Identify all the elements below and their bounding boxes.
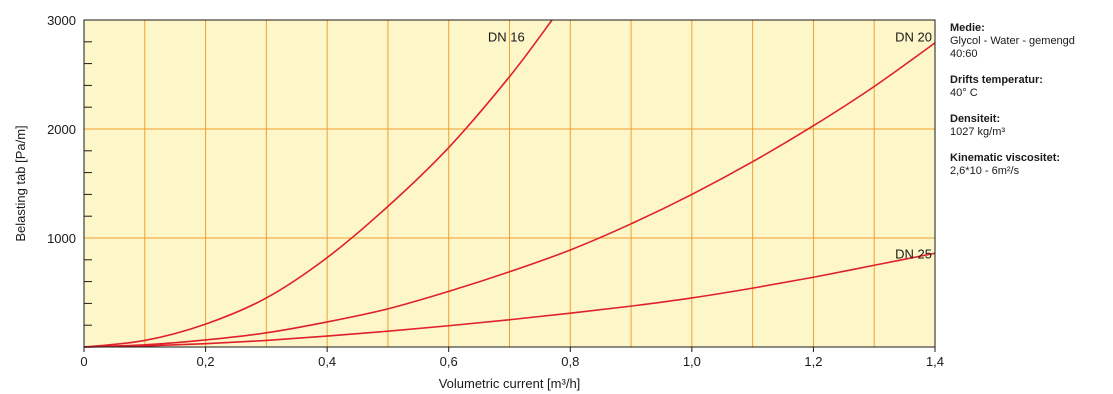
y-tick-label: 2000 xyxy=(47,122,76,137)
gridlines xyxy=(84,20,935,347)
series-label: DN 16 xyxy=(488,29,525,44)
series-curves xyxy=(83,19,936,348)
plot-frame xyxy=(83,19,936,348)
x-tick-label: 0 xyxy=(80,354,87,369)
y-axis-title: Belasting tab [Pa/m] xyxy=(13,125,28,241)
series-label: DN 25 xyxy=(895,246,932,261)
info-label: Medie: xyxy=(950,22,985,34)
series-label: DN 20 xyxy=(895,29,932,44)
series-line xyxy=(83,19,553,348)
y-tick-label: 3000 xyxy=(47,13,76,28)
info-label: Densiteit: xyxy=(950,113,1001,125)
x-tick-label: 0,8 xyxy=(561,354,579,369)
x-axis: 0 0,2 0,4 0,6 0,8 1,0 1,2 1,4 xyxy=(80,347,944,369)
chart: 0 0,2 0,4 0,6 0,8 1,0 1,2 1,4 1000 2000 3000 DN 1… xyxy=(13,13,944,391)
info-block-medium: Medie: Glycol - Water - gemengd 40:60 xyxy=(950,22,1110,61)
x-tick-label: 1,0 xyxy=(683,354,701,369)
info-block-temperature: Drifts temperatur: 40° C xyxy=(950,74,1110,100)
info-value: 2,6*10 - 6m²/s xyxy=(950,165,1020,177)
x-tick-label: 0,4 xyxy=(318,354,336,369)
info-value: 40° C xyxy=(950,87,978,99)
series-line xyxy=(83,42,936,348)
series-labels: DN 16 DN 20 DN 25 xyxy=(488,29,932,261)
x-axis-title: Volumetric current [m³/h] xyxy=(439,376,581,391)
x-tick-label: 1,4 xyxy=(926,354,944,369)
y-tick-label: 1000 xyxy=(47,231,76,246)
x-tick-label: 0,6 xyxy=(440,354,458,369)
info-block-viscosity: Kinematic viscositet: 2,6*10 - 6m²/s xyxy=(950,152,1110,178)
info-block-density: Densiteit: 1027 kg/m³ xyxy=(950,113,1110,139)
info-value: Glycol - Water - gemengd 40:60 xyxy=(950,35,1075,60)
info-panel: Medie: Glycol - Water - gemengd 40:60 Dr… xyxy=(950,22,1110,191)
series-line xyxy=(83,252,936,348)
info-label: Kinematic viscositet: xyxy=(950,152,1061,164)
x-tick-label: 1,2 xyxy=(804,354,822,369)
info-label: Drifts temperatur: xyxy=(950,74,1043,86)
x-tick-label: 0,2 xyxy=(197,354,215,369)
info-value: 1027 kg/m³ xyxy=(950,126,1006,138)
y-minor-ticks xyxy=(84,41,92,326)
y-axis: 1000 2000 3000 xyxy=(47,13,76,246)
